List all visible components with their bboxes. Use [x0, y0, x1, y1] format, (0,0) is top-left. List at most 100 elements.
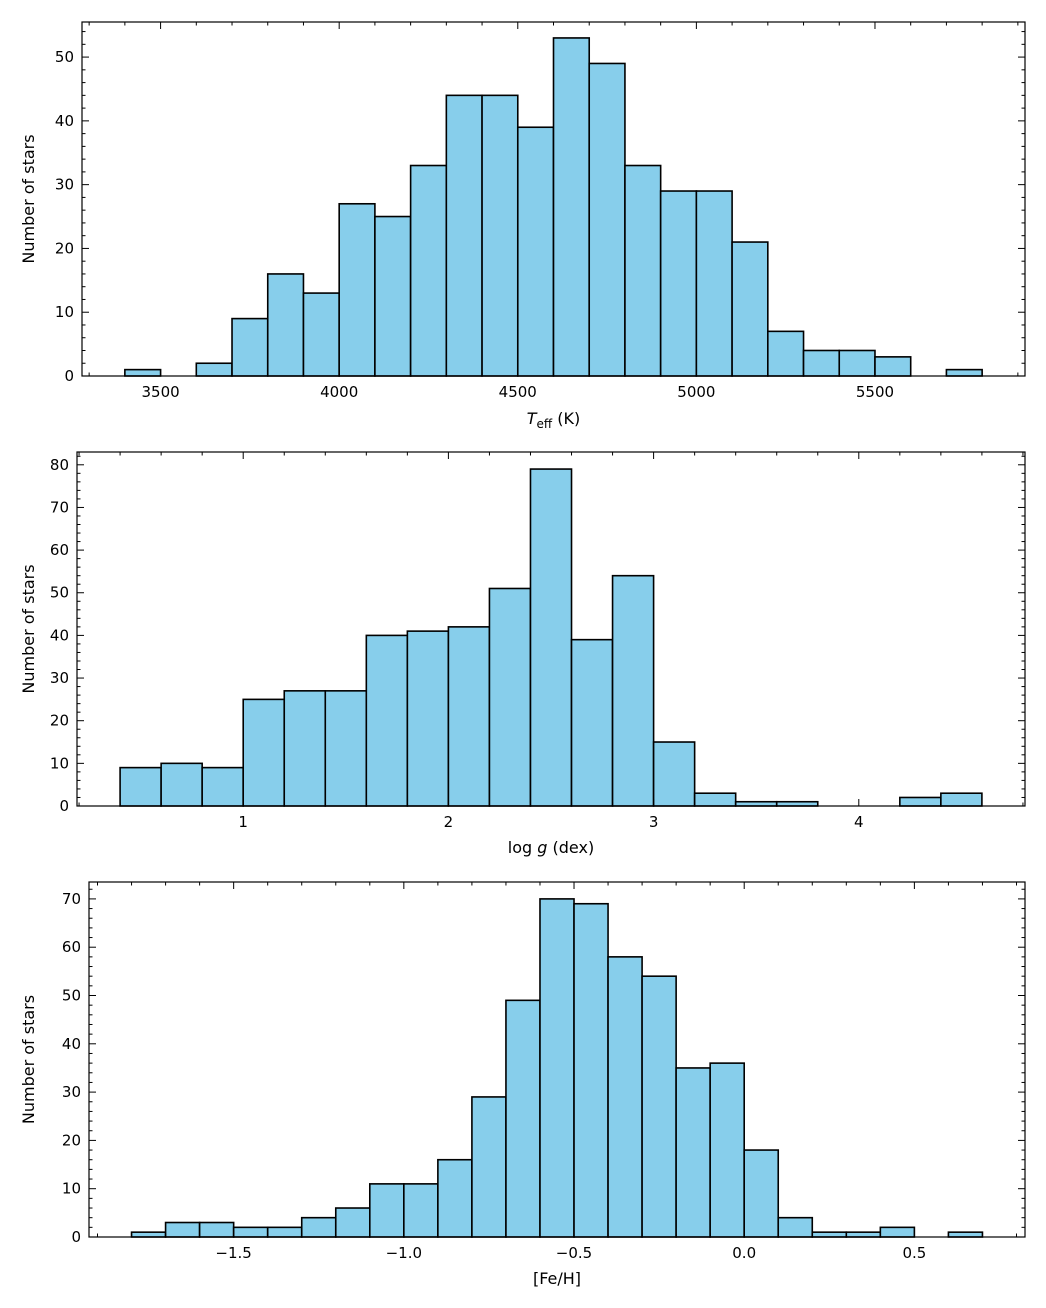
- histogram-bar: [334, 1207, 371, 1238]
- y-tick-label: 60: [50, 541, 69, 559]
- x-tick-label: 0.0: [732, 1244, 756, 1262]
- histogram-bar: [119, 766, 162, 807]
- x-tick-label: −1.5: [215, 1244, 251, 1262]
- y-tick-label: 30: [62, 1083, 81, 1101]
- y-tick-label: 40: [55, 112, 74, 130]
- histogram-bar: [777, 1216, 814, 1238]
- histogram-bar: [693, 792, 737, 807]
- x-tick-label: 4000: [320, 383, 358, 401]
- histogram-bar: [368, 1183, 405, 1238]
- histogram-bar: [845, 1231, 882, 1238]
- histogram-bar: [743, 1149, 780, 1238]
- histogram-bar: [160, 762, 203, 807]
- axes-frame: [76, 451, 1026, 807]
- histogram-bar: [242, 698, 286, 807]
- histogram-panel-1: 3500 4000 4500 5000 5500 0 10 20 30 40 50 Number of…: [19, 21, 1026, 431]
- histogram-bar: [130, 1231, 167, 1238]
- histogram-panel-3: −1.5 −1.0 −0.5 0.0 0.5 0 10 20 30 40 50 60 70 Number …: [19, 881, 1026, 1288]
- histogram-bar: [488, 587, 532, 807]
- y-tick-label: 70: [50, 498, 69, 516]
- histogram-bar: [338, 202, 376, 377]
- histogram-bar: [731, 241, 769, 377]
- x-tick-label: 0.5: [902, 1244, 926, 1262]
- histogram-bar: [539, 898, 575, 1238]
- y-tick-label: 80: [50, 456, 69, 474]
- x-tick-label: −0.5: [556, 1244, 592, 1262]
- histogram-bar: [447, 626, 491, 807]
- histogram-bar: [302, 292, 340, 377]
- y-axis-label: Number of stars: [19, 134, 38, 263]
- histogram-bar: [775, 800, 819, 807]
- histogram-bar: [573, 902, 609, 1238]
- y-tick-label: 10: [50, 754, 69, 772]
- histogram-bar: [283, 690, 327, 807]
- histogram-bar: [266, 1226, 303, 1238]
- y-tick-label: 60: [62, 938, 81, 956]
- y-tick-label: 10: [62, 1180, 81, 1198]
- y-tick-label: 50: [55, 48, 74, 66]
- histogram-bar: [232, 1226, 269, 1238]
- x-tick-label: 4500: [499, 383, 537, 401]
- x-tick-label: 2: [444, 813, 454, 831]
- histogram-bar: [481, 94, 519, 377]
- histogram-bar: [445, 94, 483, 377]
- x-tick-label: 1: [238, 813, 248, 831]
- histogram-bar: [695, 190, 733, 377]
- histogram-bar: [505, 999, 541, 1238]
- histogram-bar: [124, 368, 162, 377]
- y-tick-label: 70: [62, 890, 81, 908]
- axes-frame: [88, 881, 1026, 1238]
- y-tick-label: 30: [50, 669, 69, 687]
- histogram-bar: [324, 690, 368, 807]
- y-axis-label: Number of stars: [19, 564, 38, 693]
- histogram-bar: [899, 796, 942, 807]
- histogram-bar: [471, 1096, 507, 1238]
- histogram-bar: [709, 1062, 745, 1238]
- y-tick-label: 0: [64, 367, 74, 385]
- histogram-bar: [659, 190, 698, 377]
- x-tick-label: 5000: [677, 383, 715, 401]
- y-tick-label: 0: [71, 1228, 81, 1246]
- histogram-bar: [164, 1221, 201, 1238]
- histogram-bar: [300, 1216, 337, 1238]
- y-tick-label: 20: [62, 1131, 81, 1149]
- histogram-bar: [940, 792, 983, 807]
- y-tick-label: 40: [50, 626, 69, 644]
- x-axis-label: [Fe/H]: [533, 1269, 581, 1288]
- histogram-bar: [838, 349, 876, 377]
- histogram-bar: [403, 1183, 439, 1238]
- histogram-bar: [374, 215, 412, 377]
- histogram-bar: [947, 1231, 984, 1238]
- x-tick-label: 3: [649, 813, 659, 831]
- histogram-bar: [516, 126, 555, 377]
- histogram-bar: [641, 975, 677, 1238]
- x-tick-label: 3500: [141, 383, 179, 401]
- y-tick-label: 50: [50, 584, 69, 602]
- y-tick-label: 20: [55, 239, 74, 257]
- x-tick-label: 4: [854, 813, 864, 831]
- histogram-bar: [552, 37, 591, 377]
- histogram-bar: [624, 164, 662, 377]
- y-tick-label: 40: [62, 1035, 81, 1053]
- histogram-bar: [195, 362, 233, 377]
- histogram-bar: [734, 800, 778, 807]
- histogram-bar: [266, 273, 305, 377]
- histogram-bar: [201, 766, 245, 807]
- y-tick-label: 0: [59, 797, 69, 815]
- y-axis-label: Number of stars: [19, 995, 38, 1124]
- histogram-bar: [607, 956, 643, 1238]
- histogram-bar: [611, 574, 655, 807]
- y-tick-label: 30: [55, 176, 74, 194]
- histogram-bar: [409, 164, 448, 377]
- y-tick-label: 10: [55, 303, 74, 321]
- histogram-bar: [652, 741, 696, 807]
- histogram-bar: [767, 330, 805, 377]
- histogram-bar: [802, 349, 841, 377]
- histogram-bar: [811, 1231, 848, 1238]
- histogram-bar: [406, 630, 450, 807]
- histogram-bar: [529, 468, 573, 807]
- histogram-bar: [198, 1221, 235, 1238]
- x-axis-label: log g (dex): [508, 838, 594, 857]
- histogram-bar: [675, 1067, 711, 1238]
